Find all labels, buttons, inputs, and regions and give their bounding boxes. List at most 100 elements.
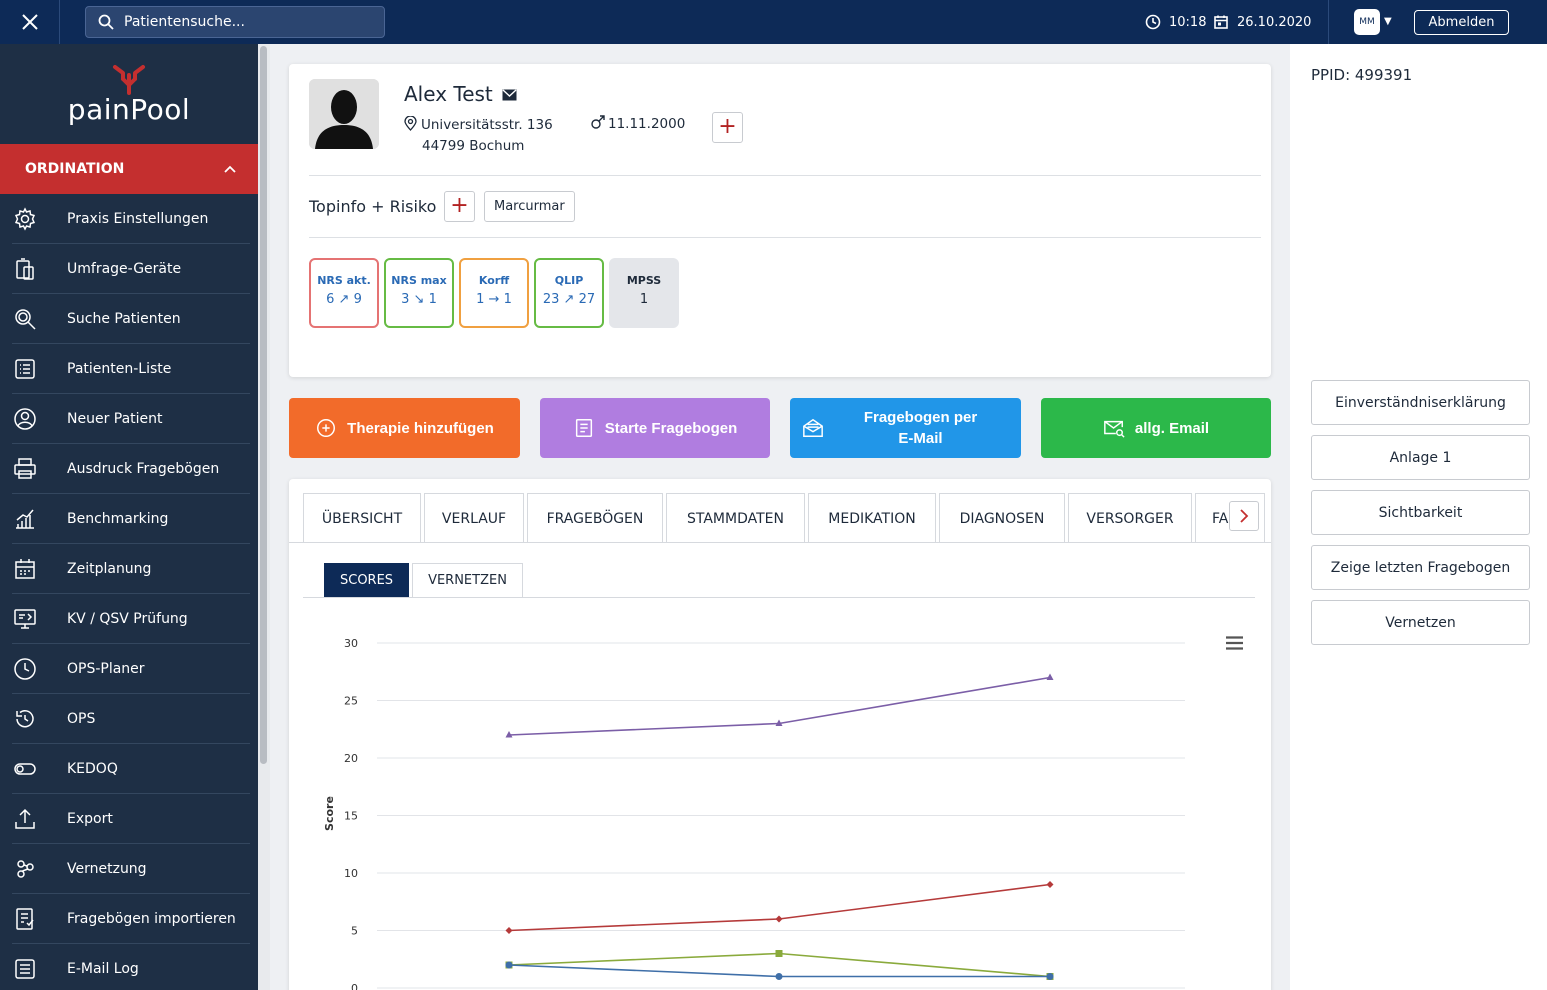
subtabs-divider xyxy=(303,597,1255,598)
sidebar-item-frageboegen-importieren[interactable]: Fragebögen importieren xyxy=(12,894,250,944)
sidebar-item-umfrage-geraete[interactable]: Umfrage-Geräte xyxy=(12,244,250,294)
network-button[interactable]: Vernetzen xyxy=(1311,600,1530,645)
score-korff[interactable]: Korff 1 → 1 xyxy=(459,258,529,328)
sidebar-item-label: E-Mail Log xyxy=(67,960,139,977)
score-label: NRS max xyxy=(391,274,447,287)
sidebar-item-email-log[interactable]: E-Mail Log xyxy=(12,944,250,990)
y-axis-label: Score xyxy=(323,796,336,831)
patient-search-input[interactable] xyxy=(124,14,364,30)
sidebar-item-label: Benchmarking xyxy=(67,510,169,527)
sidebar-item-benchmarking[interactable]: Benchmarking xyxy=(12,494,250,544)
tab-versorger[interactable]: VERSORGER xyxy=(1068,493,1192,543)
general-email-button[interactable]: allg. Email xyxy=(1041,398,1271,458)
data-point xyxy=(775,719,783,726)
sidebar-item-label: Zeitplanung xyxy=(67,560,152,577)
consent-button[interactable]: Einverständniserklärung xyxy=(1311,380,1530,425)
series-line xyxy=(508,676,1051,736)
score-nrs-akt[interactable]: NRS akt. 6 ↗ 9 xyxy=(309,258,379,328)
patient-street: Universitätsstr. 136 xyxy=(421,117,553,133)
data-point xyxy=(775,950,783,957)
score-label: QLIP xyxy=(554,274,584,287)
avatar-silhouette-icon xyxy=(309,79,379,149)
chevron-right-icon xyxy=(1240,509,1249,523)
import-icon xyxy=(12,906,38,932)
scores-chart: 051015202530Score23.10.202026.10.202026.… xyxy=(323,637,1185,990)
topinfo-label: Topinfo + Risiko xyxy=(309,197,437,216)
sidebar-item-patienten-liste[interactable]: Patienten-Liste xyxy=(12,344,250,394)
score-qlip[interactable]: QLIP 23 ↗ 27 xyxy=(534,258,604,328)
sidebar-item-label: Ausdruck Fragebögen xyxy=(67,460,220,477)
close-icon xyxy=(21,14,38,30)
sidebar-item-label: OPS xyxy=(67,710,96,727)
tab-scroll-right-button[interactable] xyxy=(1229,501,1259,531)
chevron-up-icon xyxy=(224,165,236,173)
caret-down-icon[interactable]: ▼ xyxy=(1384,16,1392,27)
patient-address: Universitätsstr. 136 44799 Bochum xyxy=(404,115,553,157)
user-avatar[interactable]: MM xyxy=(1354,9,1380,35)
sidebar-item-label: Suche Patienten xyxy=(67,310,181,327)
envelope-icon[interactable] xyxy=(502,89,517,101)
subtab-scores[interactable]: SCORES xyxy=(324,563,410,598)
data-point xyxy=(775,973,783,980)
appendix-button[interactable]: Anlage 1 xyxy=(1311,435,1530,480)
tab-verlauf[interactable]: VERLAUF xyxy=(424,493,524,543)
sidebar-scrollbar[interactable] xyxy=(258,44,270,990)
calendar-icon xyxy=(1214,15,1228,29)
sidebar-item-label: KV / QSV Prüfung xyxy=(67,610,188,627)
sidebar-item-label: KEDOQ xyxy=(67,760,118,777)
sidebar-item-ausdruck-frageboegen[interactable]: Ausdruck Fragebögen xyxy=(12,444,250,494)
sidebar-item-ops[interactable]: OPS xyxy=(12,694,250,744)
sidebar-item-neuer-patient[interactable]: Neuer Patient xyxy=(12,394,250,444)
sidebar-item-vernetzung[interactable]: Vernetzung xyxy=(12,844,250,894)
score-mpss[interactable]: MPSS 1 xyxy=(609,258,679,328)
questionnaire-email-button[interactable]: Fragebogen per E-Mail xyxy=(790,398,1021,458)
tab-uebersicht[interactable]: ÜBERSICHT xyxy=(303,493,421,543)
y-tick-label: 10 xyxy=(344,867,358,880)
sidebar-item-label: Fragebögen importieren xyxy=(67,910,236,927)
gear-icon xyxy=(12,206,38,232)
tab-frageboegen[interactable]: FRAGEBÖGEN xyxy=(527,493,663,543)
divider xyxy=(309,175,1261,176)
topinfo-tag[interactable]: Marcurmar xyxy=(484,191,575,222)
sidebar-item-kedoq[interactable]: KEDOQ xyxy=(12,744,250,794)
sidebar-item-kv-qsv-pruefung[interactable]: KV / QSV Prüfung xyxy=(12,594,250,644)
data-point xyxy=(775,915,783,923)
close-menu-button[interactable] xyxy=(0,0,60,44)
sidebar: painPool ORDINATION Praxis Einstellungen… xyxy=(0,44,258,990)
patient-photo xyxy=(309,79,379,149)
visibility-button[interactable]: Sichtbarkeit xyxy=(1311,490,1530,535)
score-value: 6 ↗ 9 xyxy=(326,292,362,307)
logo-text: painPool xyxy=(67,92,191,126)
document-icon xyxy=(575,419,592,437)
section-ordination[interactable]: ORDINATION xyxy=(0,144,258,194)
show-last-questionnaire-button[interactable]: Zeige letzten Fragebogen xyxy=(1311,545,1530,590)
add-therapy-button[interactable]: Therapie hinzufügen xyxy=(289,398,520,458)
chart-icon xyxy=(12,506,38,532)
sidebar-item-export[interactable]: Export xyxy=(12,794,250,844)
logout-button[interactable]: Abmelden xyxy=(1414,10,1509,35)
sidebar-item-zeitplanung[interactable]: Zeitplanung xyxy=(12,544,250,594)
logo: painPool xyxy=(0,44,258,144)
scrollbar-thumb[interactable] xyxy=(260,46,267,764)
sidebar-item-suche-patienten[interactable]: Suche Patienten xyxy=(12,294,250,344)
score-label: NRS akt. xyxy=(317,274,371,287)
upload-icon xyxy=(12,806,38,832)
tab-stammdaten[interactable]: STAMMDATEN xyxy=(666,493,805,543)
main-content: Alex Test Universitätsstr. 136 44799 Boc… xyxy=(270,44,1290,990)
score-nrs-max[interactable]: NRS max 3 ↘ 1 xyxy=(384,258,454,328)
user-icon xyxy=(12,406,38,432)
sidebar-item-ops-planer[interactable]: OPS-Planer xyxy=(12,644,250,694)
subtab-vernetzen[interactable]: VERNETZEN xyxy=(412,563,523,598)
start-questionnaire-button[interactable]: Starte Fragebogen xyxy=(540,398,770,458)
add-topinfo-button[interactable]: + xyxy=(444,191,475,222)
patient-search[interactable] xyxy=(85,6,385,38)
tab-medikation[interactable]: MEDIKATION xyxy=(808,493,936,543)
data-point xyxy=(505,927,513,934)
sidebar-item-praxis-einstellungen[interactable]: Praxis Einstellungen xyxy=(12,194,250,244)
tab-diagnosen[interactable]: DIAGNOSEN xyxy=(939,493,1065,543)
patient-card: Alex Test Universitätsstr. 136 44799 Boc… xyxy=(289,64,1271,377)
data-point xyxy=(1046,673,1054,680)
chart-menu-icon[interactable] xyxy=(1226,636,1243,650)
toggle-icon xyxy=(12,756,38,782)
add-patient-info-button[interactable]: + xyxy=(712,112,743,143)
